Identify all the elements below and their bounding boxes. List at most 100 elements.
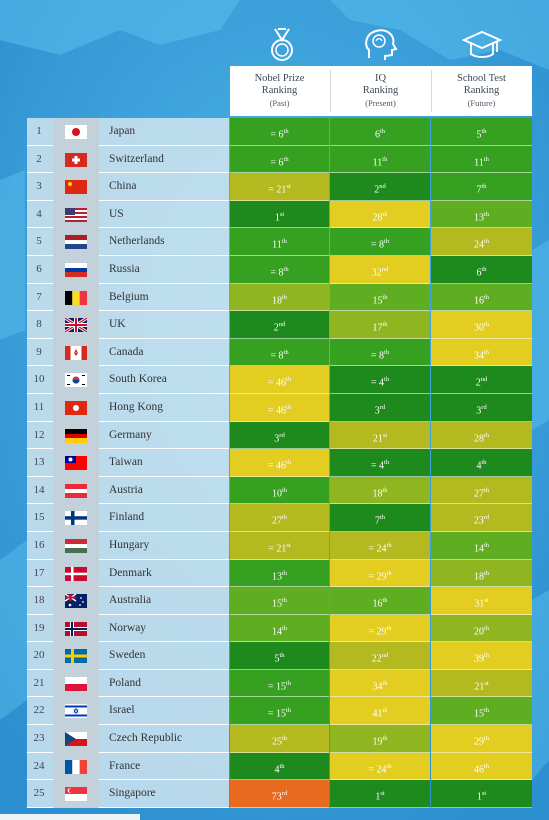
rank-suffix: th [382, 735, 388, 743]
rank-value: 19 [372, 736, 383, 748]
nobel-prize-cell: = 46th [230, 366, 329, 394]
position-number: 3 [36, 180, 42, 193]
row-divider [27, 310, 229, 312]
country-name: South Korea [109, 373, 167, 386]
table-row: 21 Poland = 15th 34th 21st [27, 669, 532, 698]
table-row: 14 Austria 10th 18th 27th [27, 476, 532, 505]
rank-value: 6 [374, 129, 380, 141]
table-row: 2 Switzerland = 6th 11th 11th [27, 145, 532, 174]
rank-suffix: th [283, 265, 289, 273]
table-row: 22 Israel = 15th 41th 15th [27, 697, 532, 726]
iq-cell: = 4th [330, 449, 430, 477]
table-row: 8 UK 2nd 17th 30th [27, 311, 532, 339]
flag-cell [53, 504, 99, 532]
rank-suffix: rd [483, 514, 490, 522]
school-test-cell: 34th [431, 338, 532, 367]
rank-suffix: th [281, 514, 288, 522]
rank-value: = 21 [268, 184, 287, 196]
country-name: Japan [109, 125, 136, 137]
header-school-line1: School Test [457, 73, 506, 84]
nobel-prize-cell: = 6th [230, 145, 329, 174]
iq-cell: = 24th [330, 752, 430, 781]
flag-cell [53, 669, 99, 698]
header-divider [330, 70, 331, 112]
nobel-prize-cell: = 15th [230, 669, 329, 698]
table-row: 17 Denmark 13th = 29th 18th [27, 559, 532, 588]
rank-suffix: th [483, 486, 490, 494]
rank-suffix: st [481, 790, 487, 798]
rank-suffix: th [286, 707, 292, 715]
rank-suffix: th [483, 155, 489, 163]
school-test-cell: 15th [431, 697, 532, 726]
rank-suffix: th [283, 128, 289, 135]
flag-cell [53, 476, 99, 505]
column-icons [230, 26, 530, 66]
school-test-cell: 18th [431, 559, 532, 588]
iq-cell: 7th [330, 504, 430, 532]
nobel-prize-cell: = 15th [230, 697, 329, 726]
footer-strip [0, 814, 140, 820]
rank-suffix: th [483, 762, 490, 770]
country-name: Austria [109, 483, 143, 496]
nobel-prize-cell: 1st [230, 200, 329, 229]
country-name: Norway [109, 621, 147, 634]
graduation-cap-icon [462, 30, 502, 58]
iq-cell: = 4th [330, 366, 430, 394]
rank-value: 21 [372, 432, 383, 444]
rank-suffix: th [483, 293, 490, 301]
nobel-prize-cell: = 46th [230, 393, 329, 422]
rank-suffix: th [483, 431, 490, 439]
rank-suffix: th [279, 762, 285, 770]
rank-suffix: th [281, 597, 288, 605]
position-number: 25 [33, 787, 45, 800]
country-name: US [109, 207, 124, 220]
brain-head-icon [365, 29, 398, 60]
header-nobel-line1: Nobel Prize [254, 73, 305, 84]
flag-tw-icon [65, 456, 87, 471]
rank-suffix: th [382, 293, 388, 301]
school-test-cell: 29th [431, 725, 532, 753]
flag-cell [53, 283, 99, 312]
rank-value: 27 [271, 515, 282, 527]
flag-se-icon [65, 649, 87, 664]
position-number: 19 [33, 621, 45, 634]
flag-cell [53, 421, 99, 450]
rank-suffix: st [484, 597, 489, 605]
rank-value: 73 [271, 791, 282, 803]
rank-suffix: th [483, 652, 490, 660]
rank-suffix: th [483, 238, 490, 246]
school-test-cell: 31st [431, 587, 532, 615]
flag-au-icon [65, 594, 87, 609]
rank-suffix: th [483, 707, 490, 715]
rank-suffix: th [481, 265, 487, 273]
rank-suffix: th [281, 238, 287, 246]
rank-suffix: th [382, 155, 388, 163]
rank-suffix: th [281, 569, 288, 577]
table-row: 11 Hong Kong = 46th 3rd 3rd [27, 393, 532, 422]
flag-fr-icon [65, 759, 87, 774]
flag-cell [53, 642, 99, 670]
row-divider [27, 806, 229, 808]
row-divider [27, 282, 229, 284]
rank-value: 32 [371, 267, 382, 279]
rank-value: 11 [372, 156, 383, 168]
header-nobel: Nobel Prize Ranking (Past) [230, 66, 329, 116]
country-name: UK [109, 318, 126, 331]
rank-suffix: nd [278, 321, 286, 329]
school-test-cell: 4th [431, 449, 532, 477]
flag-us-icon [65, 207, 87, 222]
flag-nl-icon [65, 235, 87, 250]
rank-value: 34 [473, 350, 484, 362]
rank-suffix: th [379, 128, 386, 135]
nobel-prize-cell: 5th [230, 642, 329, 670]
rank-value: 3 [374, 405, 380, 417]
country-name: Singapore [109, 787, 156, 800]
row-divider [27, 227, 229, 229]
row-divider [27, 144, 229, 146]
iq-cell: = 8th [330, 338, 430, 367]
row-divider [27, 751, 229, 753]
school-test-cell: 16th [431, 283, 532, 312]
rank-value: 13 [271, 570, 282, 582]
column-header-row: Nobel Prize Ranking (Past) IQ Ranking (P… [230, 66, 532, 116]
table-row: 16 Hungary = 21st = 24th 14th [27, 531, 532, 560]
